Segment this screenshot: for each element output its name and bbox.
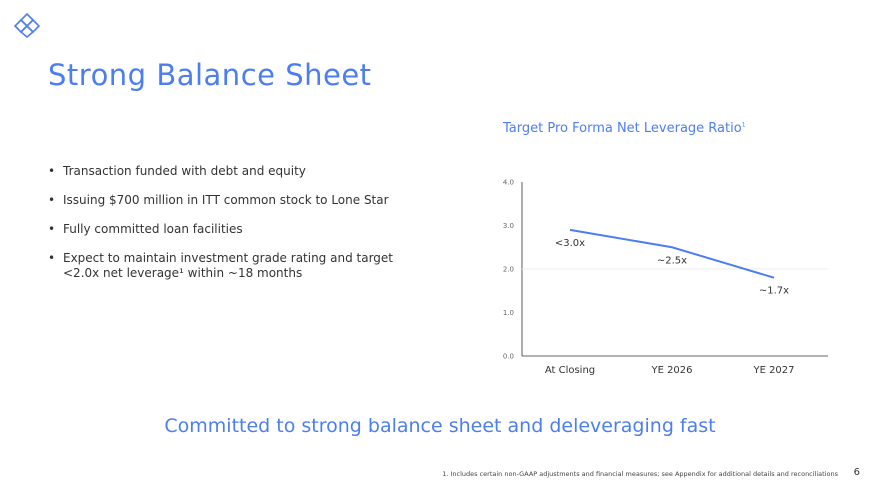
- bullet-dot: •: [48, 251, 56, 265]
- y-tick-label: 1.0: [503, 309, 514, 317]
- bullet-dot: •: [48, 193, 56, 207]
- company-logo-icon: [14, 12, 40, 38]
- bullet-item: • Expect to maintain investment grade rat…: [48, 251, 428, 281]
- x-category-label: YE 2026: [650, 365, 692, 376]
- bullet-item: • Issuing $700 million in ITT common stoc…: [48, 193, 428, 208]
- bullet-item: • Transaction funded with debt and equity: [48, 164, 428, 179]
- y-tick-label: 0.0: [503, 353, 514, 361]
- y-tick-label: 3.0: [503, 222, 514, 230]
- bullet-list: • Transaction funded with debt and equity…: [48, 164, 428, 295]
- chart-title-footnote-marker: 1: [741, 121, 746, 129]
- leverage-series-line: [569, 228, 775, 279]
- chart-title: Target Pro Forma Net Leverage Ratio1: [503, 121, 746, 136]
- data-label: ~2.5x: [657, 255, 687, 266]
- data-label: ~1.7x: [759, 286, 789, 297]
- bullet-text: Fully committed loan facilities: [63, 222, 243, 236]
- tagline: Committed to strong balance sheet and de…: [164, 415, 716, 437]
- bullet-dot: •: [48, 222, 56, 236]
- bullet-text: Expect to maintain investment grade rati…: [63, 251, 393, 280]
- leverage-line-chart: 0.0 1.0 2.0 3.0 4.0 <3.0x ~2.5x ~1.7x At Closing…: [503, 179, 828, 376]
- bullet-item: • Fully committed loan facilities: [48, 222, 428, 237]
- footnote: 1. Includes certain non-GAAP adjustments…: [442, 470, 838, 478]
- bullet-text: Issuing $700 million in ITT common stock…: [63, 193, 389, 207]
- x-category-label: At Closing: [545, 365, 595, 376]
- bullet-dot: •: [48, 164, 56, 178]
- page-title: Strong Balance Sheet: [48, 58, 372, 92]
- bullet-text: Transaction funded with debt and equity: [63, 164, 306, 178]
- x-category-label: YE 2027: [752, 365, 794, 376]
- data-label: <3.0x: [555, 238, 585, 249]
- page-number: 6: [853, 467, 860, 478]
- y-tick-label: 4.0: [503, 179, 514, 187]
- chart-title-text: Target Pro Forma Net Leverage Ratio: [503, 121, 742, 136]
- y-tick-label: 2.0: [503, 266, 514, 274]
